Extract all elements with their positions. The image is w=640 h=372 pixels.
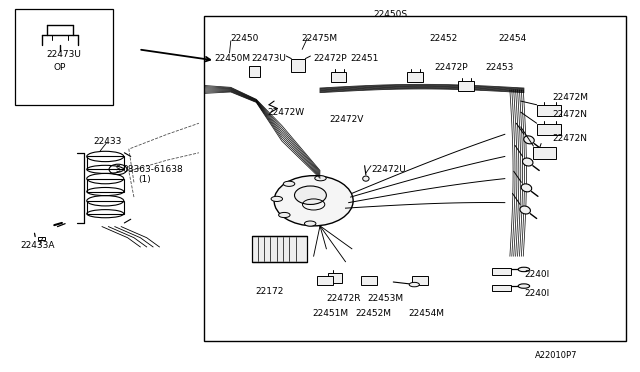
Ellipse shape <box>278 212 290 218</box>
Text: 22450: 22450 <box>231 34 259 43</box>
Text: 22473U: 22473U <box>46 51 81 60</box>
Ellipse shape <box>409 282 419 287</box>
Text: 22451M: 22451M <box>312 309 348 318</box>
Text: 22454M: 22454M <box>408 309 444 318</box>
Bar <box>204 16 626 341</box>
Bar <box>534 147 556 159</box>
Text: OP: OP <box>54 63 66 72</box>
Bar <box>412 276 428 285</box>
Text: 22433: 22433 <box>94 137 122 146</box>
Ellipse shape <box>521 184 532 192</box>
Text: 22454: 22454 <box>499 34 527 43</box>
Text: 22451: 22451 <box>351 54 379 63</box>
Text: 08363-61638: 08363-61638 <box>122 165 183 174</box>
Text: 22472N: 22472N <box>552 109 588 119</box>
Text: 22472M: 22472M <box>552 93 589 102</box>
Ellipse shape <box>518 284 530 288</box>
Text: 22472P: 22472P <box>314 54 348 63</box>
Bar <box>328 273 342 283</box>
Bar <box>38 237 45 240</box>
Bar <box>317 276 333 285</box>
Bar <box>537 105 561 116</box>
Circle shape <box>294 186 326 205</box>
Ellipse shape <box>284 181 295 186</box>
Bar <box>87 201 124 214</box>
Bar <box>252 236 307 262</box>
Text: 22472P: 22472P <box>435 63 468 72</box>
Text: (1): (1) <box>138 175 151 184</box>
Text: 22172: 22172 <box>255 287 284 296</box>
Text: 22472W: 22472W <box>268 108 305 117</box>
Text: 22450S: 22450S <box>373 10 407 19</box>
Bar <box>362 276 378 285</box>
Text: S: S <box>116 165 120 174</box>
Text: 22475M: 22475M <box>301 34 337 43</box>
Text: 22452M: 22452M <box>355 309 391 318</box>
Text: A22010P7: A22010P7 <box>534 351 577 360</box>
Ellipse shape <box>305 221 316 226</box>
Bar <box>291 59 305 71</box>
Bar <box>87 157 124 169</box>
Ellipse shape <box>524 136 534 144</box>
Bar <box>331 71 346 82</box>
Text: 22472V: 22472V <box>330 115 364 124</box>
Text: 22433A: 22433A <box>20 241 55 250</box>
Text: 22450M: 22450M <box>215 54 251 63</box>
Text: 2240I: 2240I <box>524 270 549 279</box>
Text: 22472N: 22472N <box>552 134 588 142</box>
Bar <box>407 71 422 82</box>
Text: 2240I: 2240I <box>524 289 549 298</box>
Bar <box>458 81 474 91</box>
Bar <box>492 285 511 291</box>
Bar <box>87 179 124 192</box>
Text: 22473U: 22473U <box>252 54 287 63</box>
Ellipse shape <box>271 196 282 202</box>
Text: 22452: 22452 <box>429 34 458 43</box>
Ellipse shape <box>315 176 326 181</box>
Ellipse shape <box>522 158 533 166</box>
Text: 22453: 22453 <box>486 63 514 72</box>
Ellipse shape <box>518 267 530 272</box>
Ellipse shape <box>363 176 369 181</box>
Text: 22472U: 22472U <box>371 165 406 174</box>
Bar <box>15 9 113 105</box>
Text: 22472R: 22472R <box>326 294 361 303</box>
Bar <box>248 66 260 77</box>
Text: 22453M: 22453M <box>368 294 404 303</box>
Ellipse shape <box>520 206 531 214</box>
Bar <box>492 268 511 275</box>
Ellipse shape <box>274 176 353 226</box>
Bar <box>537 124 561 135</box>
